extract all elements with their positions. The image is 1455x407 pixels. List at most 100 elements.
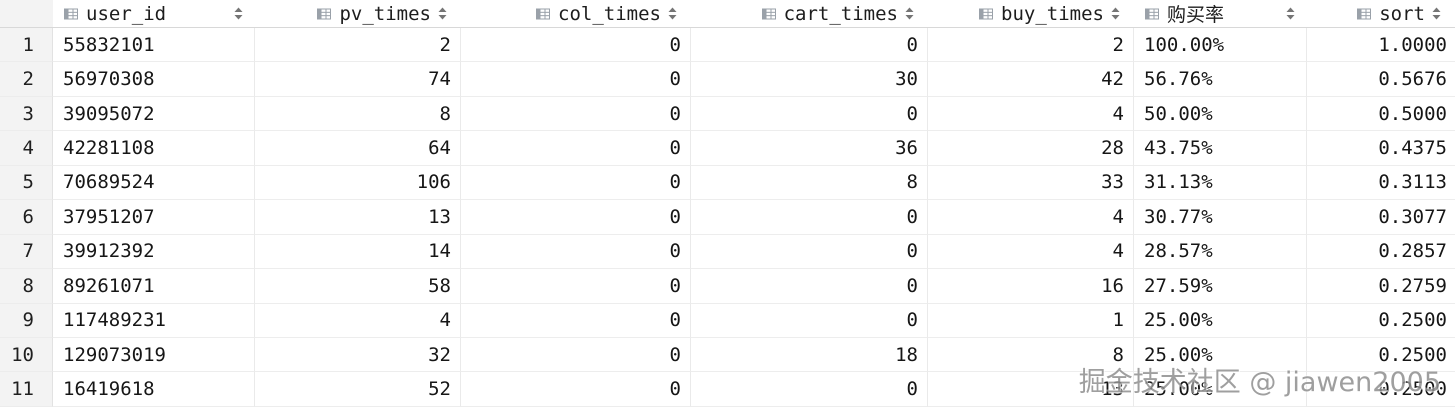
table-cell[interactable]: 0.5000 bbox=[1307, 96, 1455, 132]
row-number[interactable]: 4 bbox=[0, 131, 53, 166]
table-cell[interactable]: 25.00% bbox=[1134, 337, 1307, 373]
table-cell[interactable]: 30 bbox=[691, 62, 928, 97]
table-cell[interactable]: 0 bbox=[461, 200, 691, 235]
row-number[interactable]: 9 bbox=[0, 303, 53, 338]
table-cell[interactable]: 0 bbox=[691, 372, 928, 407]
table-cell[interactable]: 0.4375 bbox=[1307, 131, 1455, 166]
table-cell[interactable]: 39095072 bbox=[53, 96, 255, 132]
table-cell[interactable]: 55832101 bbox=[53, 28, 255, 63]
column-header-cart-times[interactable]: cart_times bbox=[691, 0, 928, 27]
row-number[interactable]: 1 bbox=[0, 28, 53, 63]
table-cell[interactable]: 0 bbox=[461, 28, 691, 63]
table-cell[interactable]: 0.3077 bbox=[1307, 200, 1455, 235]
row-number[interactable]: 3 bbox=[0, 96, 53, 132]
table-cell[interactable]: 4 bbox=[928, 96, 1134, 132]
table-cell[interactable]: 13 bbox=[255, 200, 461, 235]
table-cell[interactable]: 42281108 bbox=[53, 131, 255, 166]
table-cell[interactable]: 50.00% bbox=[1134, 96, 1307, 132]
table-cell[interactable]: 28.57% bbox=[1134, 234, 1307, 270]
table-cell[interactable]: 8 bbox=[928, 337, 1134, 373]
table-cell[interactable]: 70689524 bbox=[53, 165, 255, 201]
table-cell[interactable]: 0 bbox=[461, 96, 691, 132]
table-cell[interactable]: 8 bbox=[255, 96, 461, 132]
table-cell[interactable]: 42 bbox=[928, 62, 1134, 97]
table-cell[interactable]: 0.2857 bbox=[1307, 234, 1455, 270]
table-cell[interactable]: 2 bbox=[928, 28, 1134, 63]
column-header-buy-times[interactable]: buy_times bbox=[928, 0, 1134, 27]
table-cell[interactable]: 129073019 bbox=[53, 337, 255, 373]
sort-arrows-icon[interactable] bbox=[905, 7, 914, 20]
table-cell[interactable]: 52 bbox=[255, 372, 461, 407]
sort-arrows-icon[interactable] bbox=[668, 7, 677, 20]
table-cell[interactable]: 0 bbox=[691, 200, 928, 235]
row-number[interactable]: 5 bbox=[0, 165, 53, 201]
table-cell[interactable]: 14 bbox=[255, 234, 461, 270]
table-cell[interactable]: 1.0000 bbox=[1307, 28, 1455, 63]
table-cell[interactable]: 28 bbox=[928, 131, 1134, 166]
table-cell[interactable]: 18 bbox=[691, 337, 928, 373]
row-number[interactable]: 10 bbox=[0, 337, 53, 373]
table-cell[interactable]: 25.00% bbox=[1134, 372, 1307, 407]
table-cell[interactable]: 43.75% bbox=[1134, 131, 1307, 166]
table-cell[interactable]: 106 bbox=[255, 165, 461, 201]
table-cell[interactable]: 27.59% bbox=[1134, 269, 1307, 304]
table-cell[interactable]: 33 bbox=[928, 165, 1134, 201]
table-cell[interactable]: 0 bbox=[691, 269, 928, 304]
table-cell[interactable]: 31.13% bbox=[1134, 165, 1307, 201]
table-cell[interactable]: 56.76% bbox=[1134, 62, 1307, 97]
table-cell[interactable]: 0 bbox=[461, 131, 691, 166]
row-number[interactable]: 11 bbox=[0, 372, 53, 407]
table-cell[interactable]: 2 bbox=[255, 28, 461, 63]
table-cell[interactable]: 0 bbox=[691, 96, 928, 132]
table-cell[interactable]: 4 bbox=[928, 234, 1134, 270]
sort-arrows-icon[interactable] bbox=[1432, 7, 1441, 20]
column-header-col-times[interactable]: col_times bbox=[461, 0, 691, 27]
table-cell[interactable]: 0 bbox=[461, 62, 691, 97]
table-cell[interactable]: 74 bbox=[255, 62, 461, 97]
table-cell[interactable]: 25.00% bbox=[1134, 303, 1307, 338]
row-number[interactable]: 2 bbox=[0, 62, 53, 97]
table-cell[interactable]: 30.77% bbox=[1134, 200, 1307, 235]
table-cell[interactable]: 117489231 bbox=[53, 303, 255, 338]
table-cell[interactable]: 37951207 bbox=[53, 200, 255, 235]
column-header-user-id[interactable]: user_id bbox=[53, 0, 255, 27]
table-cell[interactable]: 39912392 bbox=[53, 234, 255, 270]
row-number[interactable]: 8 bbox=[0, 269, 53, 304]
table-cell[interactable]: 36 bbox=[691, 131, 928, 166]
row-number[interactable]: 7 bbox=[0, 234, 53, 270]
table-cell[interactable]: 8 bbox=[691, 165, 928, 201]
table-cell[interactable]: 0.5676 bbox=[1307, 62, 1455, 97]
table-cell[interactable]: 0.2500 bbox=[1307, 303, 1455, 338]
sort-arrows-icon[interactable] bbox=[234, 7, 243, 20]
sort-arrows-icon[interactable] bbox=[1286, 7, 1295, 20]
column-header-purchase-rate[interactable]: 购买率 bbox=[1134, 0, 1307, 27]
table-cell[interactable]: 0 bbox=[691, 303, 928, 338]
table-cell[interactable]: 0 bbox=[461, 372, 691, 407]
table-cell[interactable]: 32 bbox=[255, 337, 461, 373]
table-cell[interactable]: 100.00% bbox=[1134, 28, 1307, 63]
table-cell[interactable]: 4 bbox=[928, 200, 1134, 235]
table-cell[interactable]: 0 bbox=[691, 28, 928, 63]
table-cell[interactable]: 1 bbox=[928, 303, 1134, 338]
table-cell[interactable]: 0 bbox=[461, 234, 691, 270]
table-cell[interactable]: 16 bbox=[928, 269, 1134, 304]
table-cell[interactable]: 0.2500 bbox=[1307, 337, 1455, 373]
table-cell[interactable]: 56970308 bbox=[53, 62, 255, 97]
table-cell[interactable]: 13 bbox=[928, 372, 1134, 407]
table-cell[interactable]: 0 bbox=[461, 269, 691, 304]
table-cell[interactable]: 89261071 bbox=[53, 269, 255, 304]
sort-arrows-icon[interactable] bbox=[1111, 7, 1120, 20]
table-cell[interactable]: 58 bbox=[255, 269, 461, 304]
table-cell[interactable]: 0 bbox=[461, 337, 691, 373]
column-header-sort[interactable]: sort bbox=[1307, 0, 1455, 27]
column-header-pv-times[interactable]: pv_times bbox=[255, 0, 461, 27]
table-cell[interactable]: 0.2500 bbox=[1307, 372, 1455, 407]
table-cell[interactable]: 0.3113 bbox=[1307, 165, 1455, 201]
row-number[interactable]: 6 bbox=[0, 200, 53, 235]
table-cell[interactable]: 4 bbox=[255, 303, 461, 338]
sort-arrows-icon[interactable] bbox=[438, 7, 447, 20]
table-cell[interactable]: 0 bbox=[461, 165, 691, 201]
table-cell[interactable]: 0 bbox=[461, 303, 691, 338]
table-cell[interactable]: 16419618 bbox=[53, 372, 255, 407]
table-cell[interactable]: 64 bbox=[255, 131, 461, 166]
